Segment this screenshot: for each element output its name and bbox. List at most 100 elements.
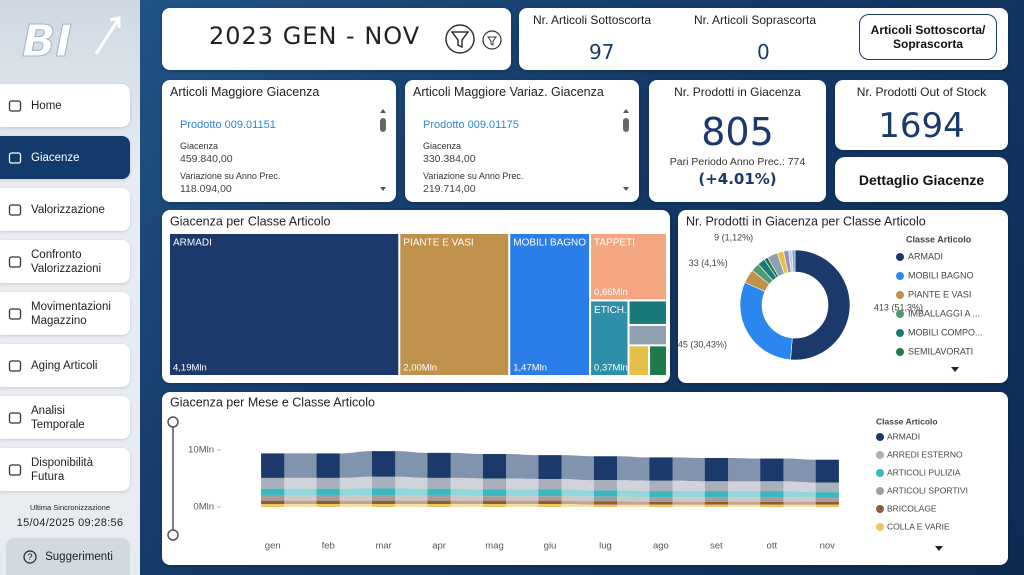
legend-marker xyxy=(876,487,884,495)
treemap-tile xyxy=(591,301,628,375)
ribbon xyxy=(728,501,761,505)
detail-button[interactable]: Dettaglio Giacenze xyxy=(835,157,1008,202)
stack-segment xyxy=(316,500,340,505)
ribbon xyxy=(506,489,539,497)
nav-button[interactable]: Valorizzazione xyxy=(0,188,130,231)
nav-label: Giacenze xyxy=(31,151,80,164)
stack-segment xyxy=(760,458,784,482)
legend-label: ARTICOLI SPORTIVI xyxy=(887,485,968,495)
stack-segment xyxy=(538,455,562,480)
nav-button[interactable]: Confronto Valorizzazioni xyxy=(0,240,130,283)
kpi-value: 805 xyxy=(701,110,774,154)
product-link[interactable]: Prodotto 009.01151 xyxy=(180,119,276,131)
product-link[interactable]: Prodotto 009.01175 xyxy=(423,119,519,131)
tile-value: 2,00Mln xyxy=(403,363,437,374)
stack-segment xyxy=(649,501,673,505)
x-tick-label: nov xyxy=(820,541,836,552)
filter-icons[interactable] xyxy=(444,23,506,55)
x-tick-label: apr xyxy=(432,541,446,552)
stack-segment xyxy=(538,489,562,497)
legend-title: Classe Articolo xyxy=(876,416,938,426)
stack-segment xyxy=(482,489,507,497)
treemap-chart: Giacenza per Classe Articolo ARMADI 4,19Ml… xyxy=(170,214,666,375)
sidebar: BI Home Giacenze Valorizzazione Confronto V… xyxy=(0,0,140,575)
stack-segment xyxy=(261,477,285,489)
treemap-tile xyxy=(510,234,590,375)
legend-marker xyxy=(876,433,884,441)
x-tick-label: gen xyxy=(265,541,281,552)
chart-title: Nr. Prodotti in Giacenza per Classe Arti… xyxy=(686,214,926,228)
ribbon xyxy=(728,504,761,507)
field-value: 330.384,00 xyxy=(423,153,476,165)
ribbon xyxy=(672,501,705,505)
legend-marker xyxy=(876,469,884,477)
scrollbar[interactable] xyxy=(621,108,631,194)
sync-time: 15/04/2025 09:28:56 xyxy=(16,517,124,529)
nav-button[interactable]: Movimentazioni Magazzino xyxy=(0,292,130,335)
legend-marker xyxy=(876,451,884,459)
scrollbar[interactable] xyxy=(378,108,388,194)
stack-segment xyxy=(261,500,285,505)
stack-segment xyxy=(815,504,839,507)
nav-icon xyxy=(8,307,22,320)
stack-segment xyxy=(649,497,673,502)
ribbon xyxy=(617,501,650,505)
nav-icon xyxy=(8,359,22,372)
ribbon xyxy=(728,457,761,482)
sync-label: Ultima Sincronizzazione xyxy=(29,503,111,512)
legend-title: Classe Articolo xyxy=(906,234,972,244)
tile-label: PIANTE E VASI xyxy=(403,238,473,249)
nav-button[interactable]: Analisi Temporale xyxy=(0,396,130,439)
ribbon xyxy=(284,477,317,489)
x-tick-label: lug xyxy=(599,541,612,552)
stack-segment xyxy=(760,481,784,492)
suggestions-button[interactable]: ? Suggerimenti xyxy=(6,538,130,575)
ribbon xyxy=(561,489,594,497)
kpi-change: (+4.01%) xyxy=(698,170,777,188)
stack-segment xyxy=(371,451,396,477)
stack-segment xyxy=(316,453,340,478)
stack-segment xyxy=(371,500,396,505)
stack-segment xyxy=(482,453,507,479)
ribbon xyxy=(783,458,816,483)
ribbon xyxy=(450,495,483,501)
stack-segment xyxy=(482,478,507,490)
stack-segment xyxy=(704,497,729,502)
scorta-button[interactable]: Articoli Sottoscorta/ Soprascorta xyxy=(859,14,997,60)
prev-value: 774 xyxy=(787,156,806,168)
stack-segment xyxy=(427,488,451,496)
slice-label: 245 (30,43%) xyxy=(678,339,727,349)
card-title: Articoli Maggiore Variaz. Giacenza xyxy=(413,85,604,99)
nav-label: Analisi Temporale xyxy=(31,404,85,431)
stack-segment xyxy=(760,504,784,507)
tile-value: 1,47Mln xyxy=(513,363,547,374)
stack-segment xyxy=(704,481,729,492)
nav-button[interactable]: Home xyxy=(0,84,130,127)
ribbon xyxy=(339,488,372,496)
stack-segment xyxy=(371,488,396,496)
ribbon xyxy=(561,479,594,491)
legend-label: ARTICOLI PULIZIA xyxy=(887,467,961,477)
ribbon xyxy=(561,504,594,507)
chart-title: Giacenza per Classe Articolo xyxy=(170,214,331,228)
stack-segment xyxy=(427,477,451,489)
stack-segment xyxy=(815,492,839,498)
nav-button[interactable]: Aging Articoli xyxy=(0,344,130,387)
ribbon-card: Giacenza per Mese e Classe Articolo 0Mln 1… xyxy=(162,392,1008,565)
ribbon xyxy=(672,504,705,507)
stack-segment xyxy=(593,501,618,505)
ribbon xyxy=(672,497,705,502)
stack-segment xyxy=(649,504,673,507)
kpi-card: Nr. Prodotti in Giacenza 805 Pari Period… xyxy=(649,80,826,202)
donut-card: Nr. Prodotti in Giacenza per Classe Arti… xyxy=(678,210,1008,383)
nav-button[interactable]: Disponibilità Futura xyxy=(0,448,130,491)
nav-button[interactable]: Giacenze xyxy=(0,136,130,179)
x-tick-label: set xyxy=(710,541,723,552)
treemap-tile xyxy=(629,325,666,345)
treemap-tile xyxy=(629,346,649,375)
ribbon xyxy=(339,495,372,501)
scorta-card: Nr. Articoli Sottoscorta 97 Nr. Articoli… xyxy=(519,8,1008,70)
stack-segment xyxy=(593,480,618,491)
nav-label: Movimentazioni Magazzino xyxy=(31,300,111,327)
